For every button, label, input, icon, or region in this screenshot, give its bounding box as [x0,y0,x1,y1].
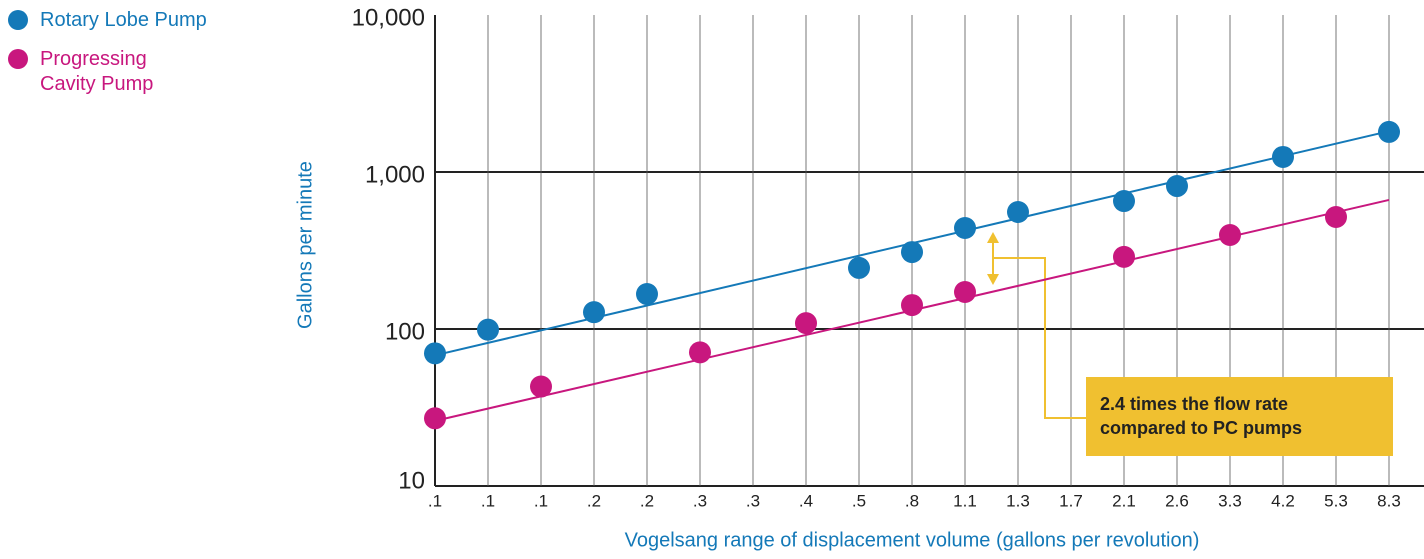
x-tick-label: .2 [640,491,654,510]
x-tick-label: .3 [693,491,707,510]
x-tick-label: .3 [746,491,760,510]
x-tick-label: 2.1 [1112,491,1136,510]
point [1378,120,1400,143]
x-tick-label: 1.1 [953,491,977,510]
y-tick-label: 1,000 [365,161,425,188]
annotation-connector [987,232,1086,419]
y-tick-label: 10,000 [352,4,425,31]
point [636,283,658,306]
x-tick-label: .1 [428,491,442,510]
point [1219,223,1241,246]
point [795,312,817,335]
point [1272,145,1294,168]
legend-label: Rotary Lobe Pump [40,9,207,31]
point [424,407,446,430]
x-tick-label: 2.6 [1165,491,1189,510]
annotation-box [1086,377,1393,456]
point [424,342,446,365]
point [1166,175,1188,198]
point [954,216,976,239]
y-tick-label: 100 [385,318,425,345]
point [1113,245,1135,268]
point [954,281,976,304]
x-tick-label: 8.3 [1377,491,1401,510]
x-tick-label: 5.3 [1324,491,1348,510]
legend-item: Rotary Lobe Pump [8,8,238,33]
point [583,301,605,324]
x-tick-label: .8 [905,491,919,510]
point [689,341,711,364]
marks [424,120,1400,430]
x-tick-label: 1.3 [1006,491,1030,510]
x-tick-label: .1 [481,491,495,510]
x-tick-label: 1.7 [1059,491,1083,510]
legend-swatch [8,49,28,69]
annotation-text: 2.4 times the flow rate [1100,394,1288,414]
point [1007,201,1029,224]
x-axis-label: Vogelsang range of displacement volume (… [625,529,1200,551]
legend-swatch [8,10,28,30]
point [1325,205,1347,228]
x-tick-label: 3.3 [1218,491,1242,510]
legend: Rotary Lobe Pump Progressing Cavity Pump [8,8,238,111]
point [901,294,923,317]
point [901,241,923,264]
x-tick-label: .5 [852,491,866,510]
y-tick-label: 10 [398,467,425,494]
x-tick-label: .4 [799,491,813,510]
x-tick-label: .2 [587,491,601,510]
point [1113,190,1135,213]
legend-item: Progressing Cavity Pump [8,47,238,97]
y-axis-label: Gallons per minute [294,161,316,329]
point [530,375,552,398]
point [848,256,870,279]
x-tick-label: .1 [534,491,548,510]
x-tick-label: 4.2 [1271,491,1295,510]
point [477,318,499,341]
annotation-text: compared to PC pumps [1100,418,1302,438]
legend-label: Progressing Cavity Pump [40,48,154,95]
